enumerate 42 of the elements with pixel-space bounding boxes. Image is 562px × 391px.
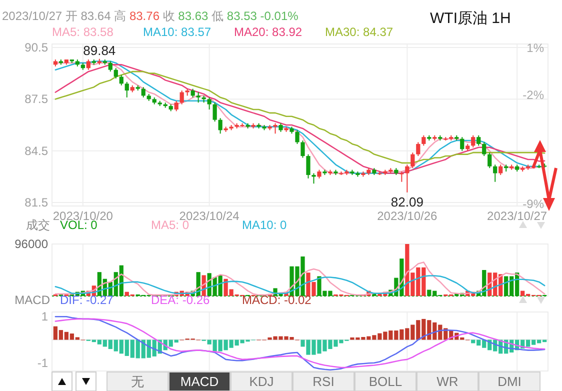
y-tick-label: 81.5 — [24, 196, 48, 210]
y-axis-title: MACD — [14, 293, 50, 307]
text: MA30: 84.37 — [325, 25, 394, 39]
chart-title: WTI原油 1H — [430, 10, 511, 27]
text: 低 — [208, 9, 224, 23]
text: MA20: 83.92 — [234, 25, 302, 39]
text: MACD: -0.02 — [242, 293, 312, 307]
y-tick-label: 90.5 — [24, 40, 48, 54]
y2-tick-label: 1% — [526, 41, 544, 56]
y-tick-label: 1 — [41, 310, 48, 324]
text: 高 — [110, 9, 126, 23]
x-tick-label: 2023/10/26 — [377, 209, 438, 223]
text: 收 — [160, 9, 175, 23]
text: DMI — [498, 374, 522, 389]
text: 无 — [131, 374, 144, 389]
annotation: 82.09 — [390, 194, 424, 210]
y-axis-title: 成交 — [26, 218, 50, 232]
text: 83.76 — [126, 9, 160, 23]
text: RSI — [312, 374, 334, 389]
x-tick-label: 2023/10/27 — [487, 209, 548, 223]
text: KDJ — [249, 374, 274, 389]
y2-tick-label: -2% — [522, 88, 544, 102]
text: DEA: -0.26 — [151, 293, 210, 307]
text: 83.63 — [174, 9, 209, 23]
text: 96000 — [14, 237, 48, 251]
text: MA10: 0 — [242, 218, 288, 232]
text: MA5: 83.58 — [52, 25, 114, 39]
y-tick-label: 87.5 — [24, 92, 48, 106]
text: BOLL — [368, 374, 402, 389]
series-label: DIF: -0.27 — [60, 293, 114, 307]
text: 2023/10/27 — [2, 9, 62, 23]
y-tick-label: -1 — [37, 356, 48, 370]
text: MACD — [180, 374, 219, 389]
annotation: 89.84 — [83, 42, 116, 58]
y2-tick-label: -9% — [522, 196, 544, 211]
text: 83.64 — [77, 9, 112, 23]
text: MA10: 83.57 — [143, 25, 212, 39]
text: 开 — [62, 9, 78, 23]
text: 83.53 — [224, 9, 258, 23]
text: -0.01% — [256, 9, 299, 23]
y-tick-label: 84.5 — [24, 144, 48, 158]
text: WR — [436, 374, 458, 389]
